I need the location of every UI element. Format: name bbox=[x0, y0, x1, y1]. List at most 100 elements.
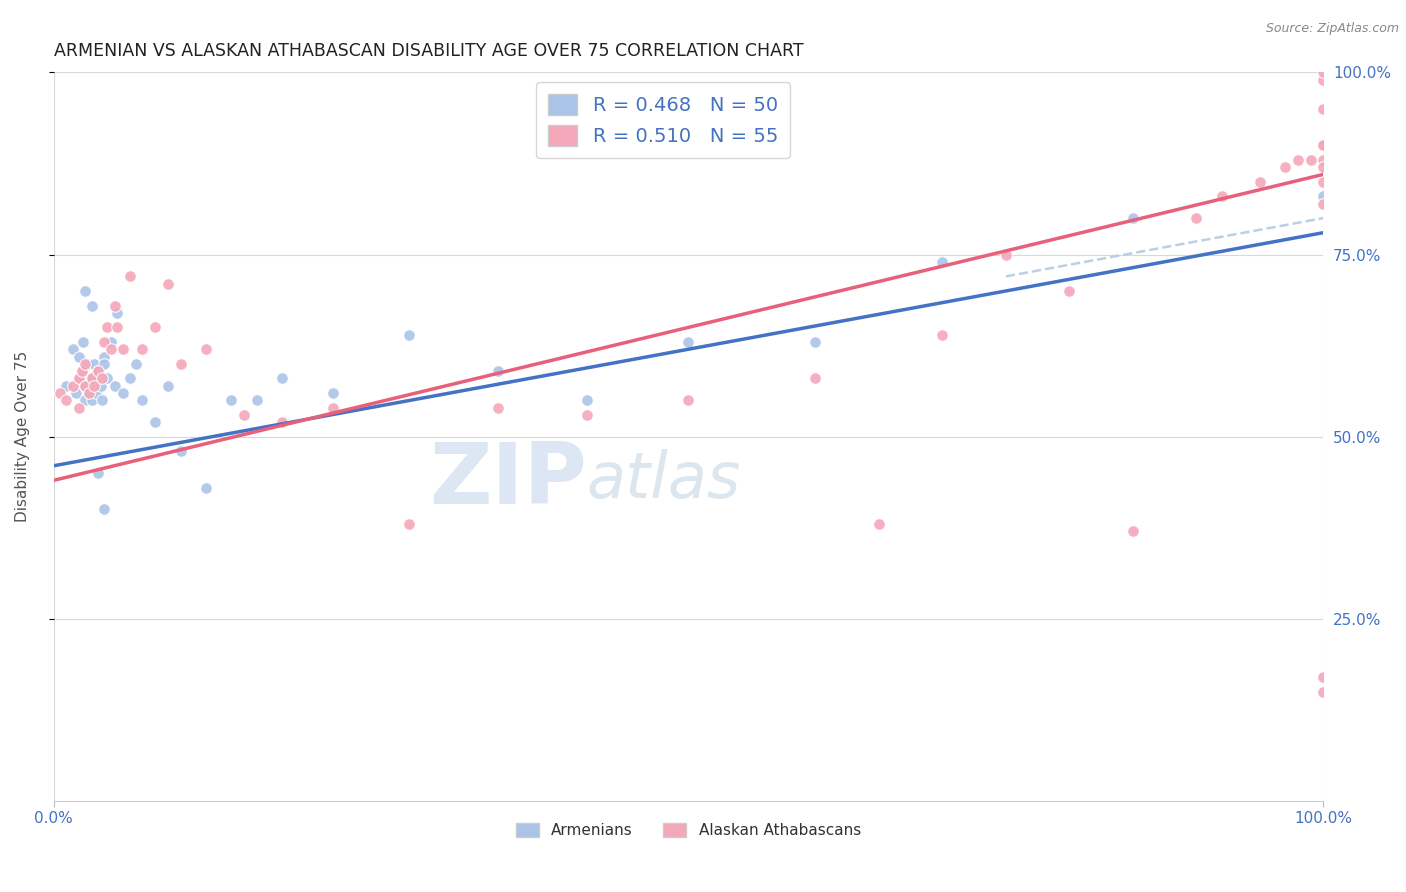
Point bbox=[87, 466, 110, 480]
Point bbox=[143, 415, 166, 429]
Point bbox=[67, 350, 90, 364]
Point bbox=[678, 334, 700, 349]
Point bbox=[1122, 524, 1144, 539]
Point bbox=[1312, 196, 1334, 211]
Point bbox=[72, 334, 94, 349]
Point bbox=[67, 401, 90, 415]
Point bbox=[1312, 160, 1334, 174]
Point bbox=[55, 378, 77, 392]
Point bbox=[55, 393, 77, 408]
Point bbox=[103, 299, 125, 313]
Point bbox=[931, 255, 953, 269]
Point bbox=[90, 393, 112, 408]
Point bbox=[90, 371, 112, 385]
Point bbox=[87, 364, 110, 378]
Point bbox=[804, 371, 827, 385]
Point bbox=[1312, 72, 1334, 87]
Point bbox=[156, 378, 179, 392]
Point bbox=[100, 334, 122, 349]
Point bbox=[322, 386, 344, 401]
Point bbox=[575, 408, 598, 422]
Point bbox=[169, 444, 191, 458]
Point bbox=[575, 393, 598, 408]
Point bbox=[80, 371, 103, 385]
Point bbox=[221, 393, 243, 408]
Point bbox=[1312, 189, 1334, 203]
Point bbox=[90, 378, 112, 392]
Point bbox=[77, 357, 100, 371]
Point bbox=[80, 393, 103, 408]
Point bbox=[125, 357, 148, 371]
Point bbox=[49, 386, 72, 401]
Point bbox=[246, 393, 269, 408]
Point bbox=[93, 334, 115, 349]
Point bbox=[398, 327, 420, 342]
Point bbox=[1286, 153, 1309, 167]
Point bbox=[96, 371, 118, 385]
Point bbox=[118, 371, 141, 385]
Point bbox=[1299, 153, 1322, 167]
Point bbox=[131, 393, 153, 408]
Point bbox=[994, 247, 1017, 261]
Point bbox=[75, 284, 97, 298]
Point bbox=[1122, 211, 1144, 226]
Point bbox=[169, 357, 191, 371]
Point bbox=[271, 415, 294, 429]
Point bbox=[1211, 189, 1233, 203]
Point bbox=[143, 320, 166, 334]
Point bbox=[868, 517, 890, 532]
Point bbox=[75, 378, 97, 392]
Point bbox=[87, 371, 110, 385]
Y-axis label: Disability Age Over 75: Disability Age Over 75 bbox=[15, 351, 30, 523]
Point bbox=[1059, 284, 1081, 298]
Point bbox=[112, 386, 135, 401]
Point bbox=[194, 481, 217, 495]
Point bbox=[87, 364, 110, 378]
Point bbox=[1312, 102, 1334, 116]
Point bbox=[398, 517, 420, 532]
Point bbox=[194, 343, 217, 357]
Text: atlas: atlas bbox=[586, 450, 741, 511]
Point bbox=[1312, 175, 1334, 189]
Point bbox=[233, 408, 256, 422]
Point bbox=[1185, 211, 1208, 226]
Text: Source: ZipAtlas.com: Source: ZipAtlas.com bbox=[1265, 22, 1399, 36]
Point bbox=[93, 357, 115, 371]
Point bbox=[62, 343, 84, 357]
Point bbox=[1274, 160, 1296, 174]
Point bbox=[96, 320, 118, 334]
Point bbox=[93, 502, 115, 516]
Point bbox=[156, 277, 179, 291]
Point bbox=[931, 327, 953, 342]
Text: ZIP: ZIP bbox=[429, 439, 586, 522]
Point bbox=[1249, 175, 1271, 189]
Point bbox=[83, 378, 105, 392]
Point bbox=[62, 378, 84, 392]
Point bbox=[118, 269, 141, 284]
Point bbox=[1312, 153, 1334, 167]
Point bbox=[103, 378, 125, 392]
Text: ARMENIAN VS ALASKAN ATHABASCAN DISABILITY AGE OVER 75 CORRELATION CHART: ARMENIAN VS ALASKAN ATHABASCAN DISABILIT… bbox=[53, 42, 803, 60]
Point bbox=[322, 401, 344, 415]
Point bbox=[67, 371, 90, 385]
Legend: Armenians, Alaskan Athabascans: Armenians, Alaskan Athabascans bbox=[510, 816, 868, 844]
Point bbox=[77, 386, 100, 401]
Point bbox=[84, 386, 107, 401]
Point bbox=[678, 393, 700, 408]
Point bbox=[75, 378, 97, 392]
Point bbox=[83, 357, 105, 371]
Point bbox=[1312, 138, 1334, 153]
Point bbox=[486, 401, 509, 415]
Point bbox=[70, 364, 93, 378]
Point bbox=[486, 364, 509, 378]
Point bbox=[105, 320, 128, 334]
Point bbox=[1312, 138, 1334, 153]
Point bbox=[75, 393, 97, 408]
Point bbox=[70, 364, 93, 378]
Point bbox=[804, 334, 827, 349]
Point bbox=[131, 343, 153, 357]
Point bbox=[65, 386, 87, 401]
Point bbox=[271, 371, 294, 385]
Point bbox=[80, 299, 103, 313]
Point bbox=[80, 378, 103, 392]
